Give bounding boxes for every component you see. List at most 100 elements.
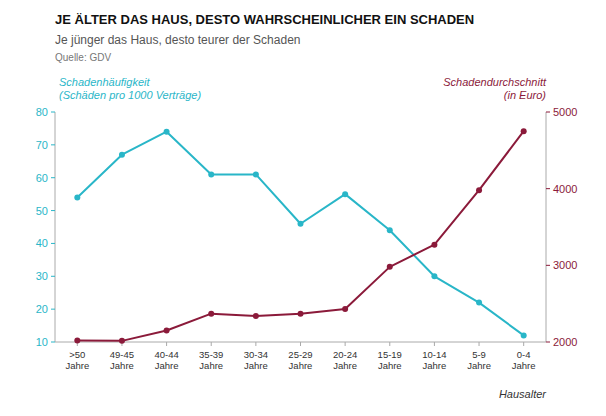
series-point bbox=[119, 338, 125, 344]
y2-tick-label: 2000 bbox=[553, 336, 577, 348]
x-tick bbox=[389, 342, 390, 346]
series-label: Schadenhäufigkeit(Schäden pro 1000 Vertr… bbox=[59, 76, 201, 101]
series-point bbox=[476, 300, 482, 306]
text-line: 25-29 bbox=[288, 349, 312, 360]
text-line: Schadenhäufigkeit bbox=[59, 76, 150, 88]
x-tick bbox=[300, 342, 301, 346]
series-point bbox=[342, 191, 348, 197]
text-line: Jahre bbox=[65, 360, 89, 371]
series-point bbox=[119, 152, 125, 158]
x-tick bbox=[255, 342, 256, 346]
text-line: 0-4 bbox=[517, 349, 531, 360]
x-tick bbox=[345, 342, 346, 346]
text-line: 10-14 bbox=[422, 349, 446, 360]
text-line: 20-24 bbox=[333, 349, 357, 360]
x-tick bbox=[434, 342, 435, 346]
text-line: 49-45 bbox=[110, 349, 134, 360]
series-point bbox=[387, 227, 393, 233]
text-line: Jahre bbox=[333, 360, 357, 371]
series-point bbox=[521, 332, 527, 338]
y-tick-label: 40 bbox=[36, 237, 48, 249]
text-line: 40-44 bbox=[154, 349, 178, 360]
text-line: Jahre bbox=[423, 360, 447, 371]
y-tick bbox=[51, 309, 55, 310]
text-line: 35-39 bbox=[199, 349, 223, 360]
series-line bbox=[77, 132, 523, 336]
series-point bbox=[431, 242, 437, 248]
y-tick bbox=[51, 177, 55, 178]
y2-tick bbox=[546, 342, 550, 343]
y2-tick bbox=[546, 265, 550, 266]
y2-tick-label: 4000 bbox=[553, 183, 577, 195]
x-tick-label: 15-19Jahre bbox=[378, 349, 402, 371]
x-tick-label: 10-14Jahre bbox=[422, 349, 446, 371]
series-point bbox=[298, 221, 304, 227]
text-line: Jahre bbox=[467, 360, 491, 371]
x-tick-label: 40-44Jahre bbox=[154, 349, 178, 371]
y-tick-label: 50 bbox=[36, 205, 48, 217]
y2-tick bbox=[546, 188, 550, 189]
series-point bbox=[208, 171, 214, 177]
text-line: Jahre bbox=[155, 360, 179, 371]
y-tick-label: 70 bbox=[36, 139, 48, 151]
series-point bbox=[253, 171, 259, 177]
x-tick-label: 35-39Jahre bbox=[199, 349, 223, 371]
y2-tick bbox=[546, 112, 550, 113]
series-point bbox=[208, 311, 214, 317]
x-tick-label: 0-4Jahre bbox=[512, 349, 536, 371]
series-point bbox=[164, 129, 170, 135]
y-tick bbox=[51, 276, 55, 277]
title: JE ÄLTER DAS HAUS, DESTO WAHRSCHEINLICHE… bbox=[55, 12, 474, 27]
x-tick-label: 5-9Jahre bbox=[467, 349, 491, 371]
y2-tick-label: 3000 bbox=[553, 259, 577, 271]
y-tick bbox=[51, 342, 55, 343]
x-tick-label: 49-45Jahre bbox=[110, 349, 134, 371]
plot-area bbox=[74, 128, 526, 344]
text-line: Jahre bbox=[244, 360, 268, 371]
text-line: (in Euro) bbox=[504, 89, 547, 101]
series-point bbox=[387, 264, 393, 270]
x-tick-label: 30-34Jahre bbox=[244, 349, 268, 371]
text-line: >50 bbox=[69, 349, 85, 360]
subtitle: Je jünger das Haus, desto teurer der Sch… bbox=[55, 33, 300, 47]
text-line: (Schäden pro 1000 Verträge) bbox=[59, 89, 201, 101]
series-point bbox=[74, 337, 80, 343]
y-tick bbox=[51, 112, 55, 113]
source: Quelle: GDV bbox=[55, 52, 111, 63]
y-tick bbox=[51, 210, 55, 211]
text-line: Jahre bbox=[378, 360, 402, 371]
text-line: Jahre bbox=[110, 360, 134, 371]
y2-tick-label: 5000 bbox=[553, 106, 577, 118]
series-point bbox=[253, 313, 259, 319]
y-tick-label: 20 bbox=[36, 303, 48, 315]
y2-axis bbox=[546, 112, 547, 342]
series-point bbox=[298, 311, 304, 317]
y-tick-label: 10 bbox=[36, 336, 48, 348]
y-tick bbox=[51, 144, 55, 145]
chart: JE ÄLTER DAS HAUS, DESTO WAHRSCHEINLICHE… bbox=[0, 0, 606, 416]
y-axis bbox=[55, 112, 56, 342]
x-tick bbox=[523, 342, 524, 346]
x-tick bbox=[166, 342, 167, 346]
text-line: 30-34 bbox=[244, 349, 268, 360]
series-point bbox=[476, 187, 482, 193]
x-tick-label: >50Jahre bbox=[65, 349, 89, 371]
text-line: Schadendurchschnitt bbox=[443, 76, 547, 88]
y-tick bbox=[51, 243, 55, 244]
series-point bbox=[74, 194, 80, 200]
y-tick-label: 30 bbox=[36, 270, 48, 282]
text-line: 5-9 bbox=[472, 349, 486, 360]
series-point bbox=[431, 273, 437, 279]
text-line: 15-19 bbox=[378, 349, 402, 360]
series-point bbox=[342, 306, 348, 312]
y-tick-label: 60 bbox=[36, 172, 48, 184]
text-line: Jahre bbox=[199, 360, 223, 371]
series-line bbox=[77, 131, 523, 341]
text-line: Jahre bbox=[512, 360, 536, 371]
x-tick bbox=[479, 342, 480, 346]
x-tick bbox=[211, 342, 212, 346]
x-label: Hausalter bbox=[499, 388, 547, 400]
y-tick-label: 80 bbox=[36, 106, 48, 118]
text-line: Jahre bbox=[289, 360, 313, 371]
series-point bbox=[521, 128, 527, 134]
